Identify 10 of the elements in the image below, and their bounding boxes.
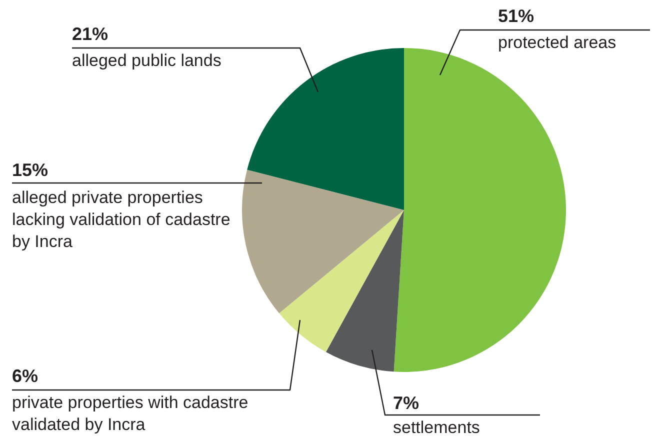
slice-label: private properties with cadastre validated by Incra	[12, 393, 248, 434]
data-label: 21%	[72, 24, 108, 44]
slice-label: protected areas	[498, 33, 616, 52]
data-label: 7%	[393, 392, 420, 413]
slice-label: alleged public lands	[72, 51, 222, 70]
slice-label: settlements	[393, 418, 480, 438]
data-label: 15%	[12, 160, 48, 180]
data-label: 51%	[498, 6, 534, 26]
slice-label: alleged private properties lacking validation of cadastre by Incra	[12, 188, 230, 252]
data-label: 6%	[12, 366, 38, 386]
